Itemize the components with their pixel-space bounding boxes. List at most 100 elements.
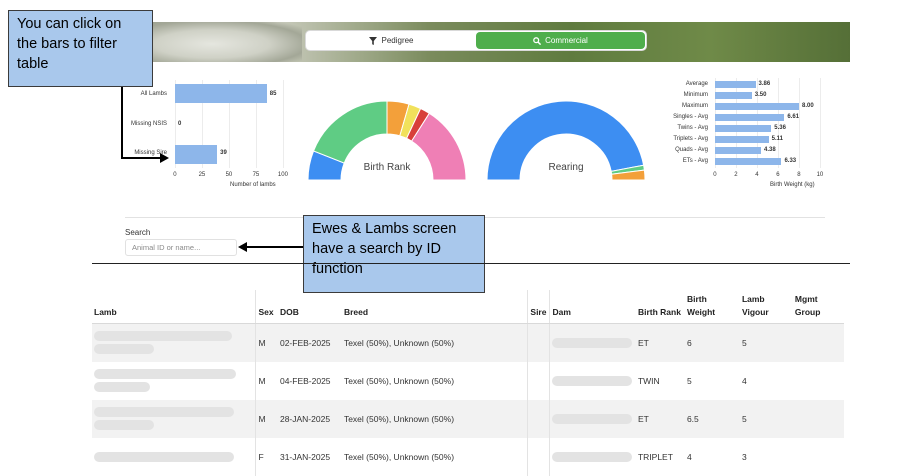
table-row[interactable]: M 28-JAN-2025 Texel (50%), Unknown (50%)… bbox=[92, 399, 844, 438]
table-row[interactable]: M 04-FEB-2025 Texel (50%), Unknown (50%)… bbox=[92, 361, 844, 400]
cell-mgmt-group bbox=[793, 362, 844, 400]
bar-label: Quads - Avg bbox=[675, 146, 708, 153]
gridline bbox=[283, 80, 284, 168]
cell-sex: M bbox=[255, 399, 278, 438]
bar-quads-avg[interactable] bbox=[715, 147, 761, 154]
rearing-chart[interactable]: Rearing bbox=[486, 100, 646, 181]
col-birth-weight[interactable]: Birth Weight bbox=[684, 290, 740, 324]
cell-lamb-vigour: 4 bbox=[741, 375, 747, 386]
callout-connector bbox=[121, 87, 123, 158]
bar-label: Minimum bbox=[683, 91, 708, 98]
dam-id-redacted[interactable] bbox=[550, 438, 636, 476]
search-label: Search bbox=[125, 228, 151, 237]
tab-pedigree[interactable]: Pedigree bbox=[307, 32, 476, 49]
gridline bbox=[175, 80, 176, 168]
bar-all-lambs[interactable] bbox=[175, 84, 267, 103]
tab-pedigree-label: Pedigree bbox=[381, 36, 414, 45]
rearing-label: Rearing bbox=[548, 162, 584, 173]
search-input[interactable] bbox=[125, 239, 237, 256]
cell-dob: 31-JAN-2025 bbox=[279, 451, 331, 462]
bar-label: Average bbox=[685, 80, 708, 87]
cell-birth-weight: 5 bbox=[686, 375, 692, 386]
bar-value: 4.38 bbox=[763, 146, 776, 153]
arrow-right-icon bbox=[160, 153, 169, 163]
bar-label: Singles - Avg bbox=[673, 113, 708, 120]
bar-missing-sire[interactable] bbox=[175, 145, 218, 164]
col-dob[interactable]: DOB bbox=[277, 290, 342, 324]
col-birth-rank[interactable]: Birth Rank bbox=[635, 290, 685, 324]
bar-minimum[interactable] bbox=[715, 92, 752, 99]
axis-tick: 4 bbox=[755, 172, 759, 178]
axis-tick: 8 bbox=[797, 172, 801, 178]
bar-twins-avg[interactable] bbox=[715, 125, 772, 132]
bar-label: Missing Sire bbox=[134, 150, 167, 156]
col-mgmt-group[interactable]: Mgmt Group bbox=[792, 290, 844, 324]
x-axis-label: Number of lambs bbox=[230, 182, 276, 188]
bar-value: 6.33 bbox=[784, 157, 797, 164]
cell-sex: F bbox=[258, 451, 264, 462]
bar-label: Missing NSIS bbox=[130, 121, 167, 127]
col-lamb-vigour[interactable]: Lamb Vigour bbox=[739, 290, 793, 324]
dam-id-redacted[interactable] bbox=[550, 362, 636, 400]
birth-rank-chart[interactable]: Birth Rank bbox=[307, 100, 467, 181]
dam-id-redacted[interactable] bbox=[549, 323, 636, 362]
lambs-table: Lamb Sex DOB Breed Sire Dam Birth Rank B… bbox=[92, 290, 844, 476]
gridline bbox=[736, 78, 737, 168]
callout-connector bbox=[121, 157, 161, 159]
tab-commercial[interactable]: Commercial bbox=[476, 32, 645, 49]
cell-sex: M bbox=[258, 375, 266, 386]
gridline bbox=[715, 78, 716, 168]
cell-birth-weight: 6 bbox=[684, 323, 740, 362]
gridline bbox=[256, 80, 257, 168]
lamb-id-redacted[interactable] bbox=[92, 437, 257, 476]
axis-tick: 0 bbox=[713, 172, 717, 178]
col-sire[interactable]: Sire bbox=[527, 290, 551, 324]
dam-id-redacted[interactable] bbox=[549, 399, 636, 438]
birth-rank-slice[interactable] bbox=[312, 100, 388, 164]
col-sex[interactable]: Sex bbox=[255, 290, 278, 324]
filter-icon bbox=[369, 36, 378, 45]
x-axis-label: Birth Weight (kg) bbox=[770, 182, 815, 188]
cell-breed: Texel (50%), Unknown (50%) bbox=[341, 361, 529, 400]
search-icon bbox=[533, 36, 542, 45]
bar-maximum[interactable] bbox=[715, 103, 799, 110]
lamb-id-redacted[interactable] bbox=[92, 399, 257, 438]
gridline bbox=[229, 80, 230, 168]
cell-birth-weight: 6.5 bbox=[684, 399, 740, 438]
axis-tick: 6 bbox=[776, 172, 780, 178]
table-row[interactable]: F 31-JAN-2025 Texel (50%), Unknown (50%)… bbox=[92, 437, 844, 476]
cell-breed: Texel (50%), Unknown (50%) bbox=[341, 323, 529, 362]
cell-birth-rank: TRIPLET bbox=[637, 451, 673, 462]
cell-dob: 02-FEB-2025 bbox=[277, 323, 342, 362]
cell-birth-rank: TWIN bbox=[637, 375, 660, 386]
col-lamb[interactable]: Lamb bbox=[92, 290, 257, 324]
bar-singles-avg[interactable] bbox=[715, 114, 785, 121]
cell-sire bbox=[527, 361, 551, 400]
bar-label: Maximum bbox=[681, 102, 708, 109]
axis-tick: 25 bbox=[198, 172, 206, 178]
bar-triplets-avg[interactable] bbox=[715, 136, 769, 143]
birth-rank-label: Birth Rank bbox=[363, 162, 411, 173]
cell-mgmt-group bbox=[792, 323, 844, 362]
bar-value: 3.86 bbox=[758, 80, 771, 87]
bar-ets-avg[interactable] bbox=[715, 158, 782, 165]
banner-photo bbox=[152, 22, 302, 62]
col-breed[interactable]: Breed bbox=[341, 290, 529, 324]
bar-value: 0 bbox=[178, 121, 182, 127]
bar-average[interactable] bbox=[715, 81, 756, 88]
bar-value: 8.00 bbox=[802, 102, 814, 109]
bar-value: 5.11 bbox=[771, 135, 783, 142]
table-header-row: Lamb Sex DOB Breed Sire Dam Birth Rank B… bbox=[92, 290, 844, 324]
gridline bbox=[757, 78, 758, 168]
cell-birth-weight: 4 bbox=[686, 451, 692, 462]
lamb-id-redacted[interactable] bbox=[92, 361, 257, 400]
cell-sex: M bbox=[255, 323, 278, 362]
col-dam[interactable]: Dam bbox=[549, 290, 636, 324]
rearing-slice[interactable] bbox=[486, 100, 645, 181]
table-row[interactable]: M 02-FEB-2025 Texel (50%), Unknown (50%)… bbox=[92, 323, 844, 362]
lamb-id-redacted[interactable] bbox=[92, 323, 257, 362]
view-tabs: Pedigree Commercial bbox=[305, 30, 647, 51]
cell-birth-rank: ET bbox=[635, 323, 685, 362]
section-divider bbox=[92, 263, 850, 264]
cell-birth-rank: ET bbox=[635, 399, 685, 438]
